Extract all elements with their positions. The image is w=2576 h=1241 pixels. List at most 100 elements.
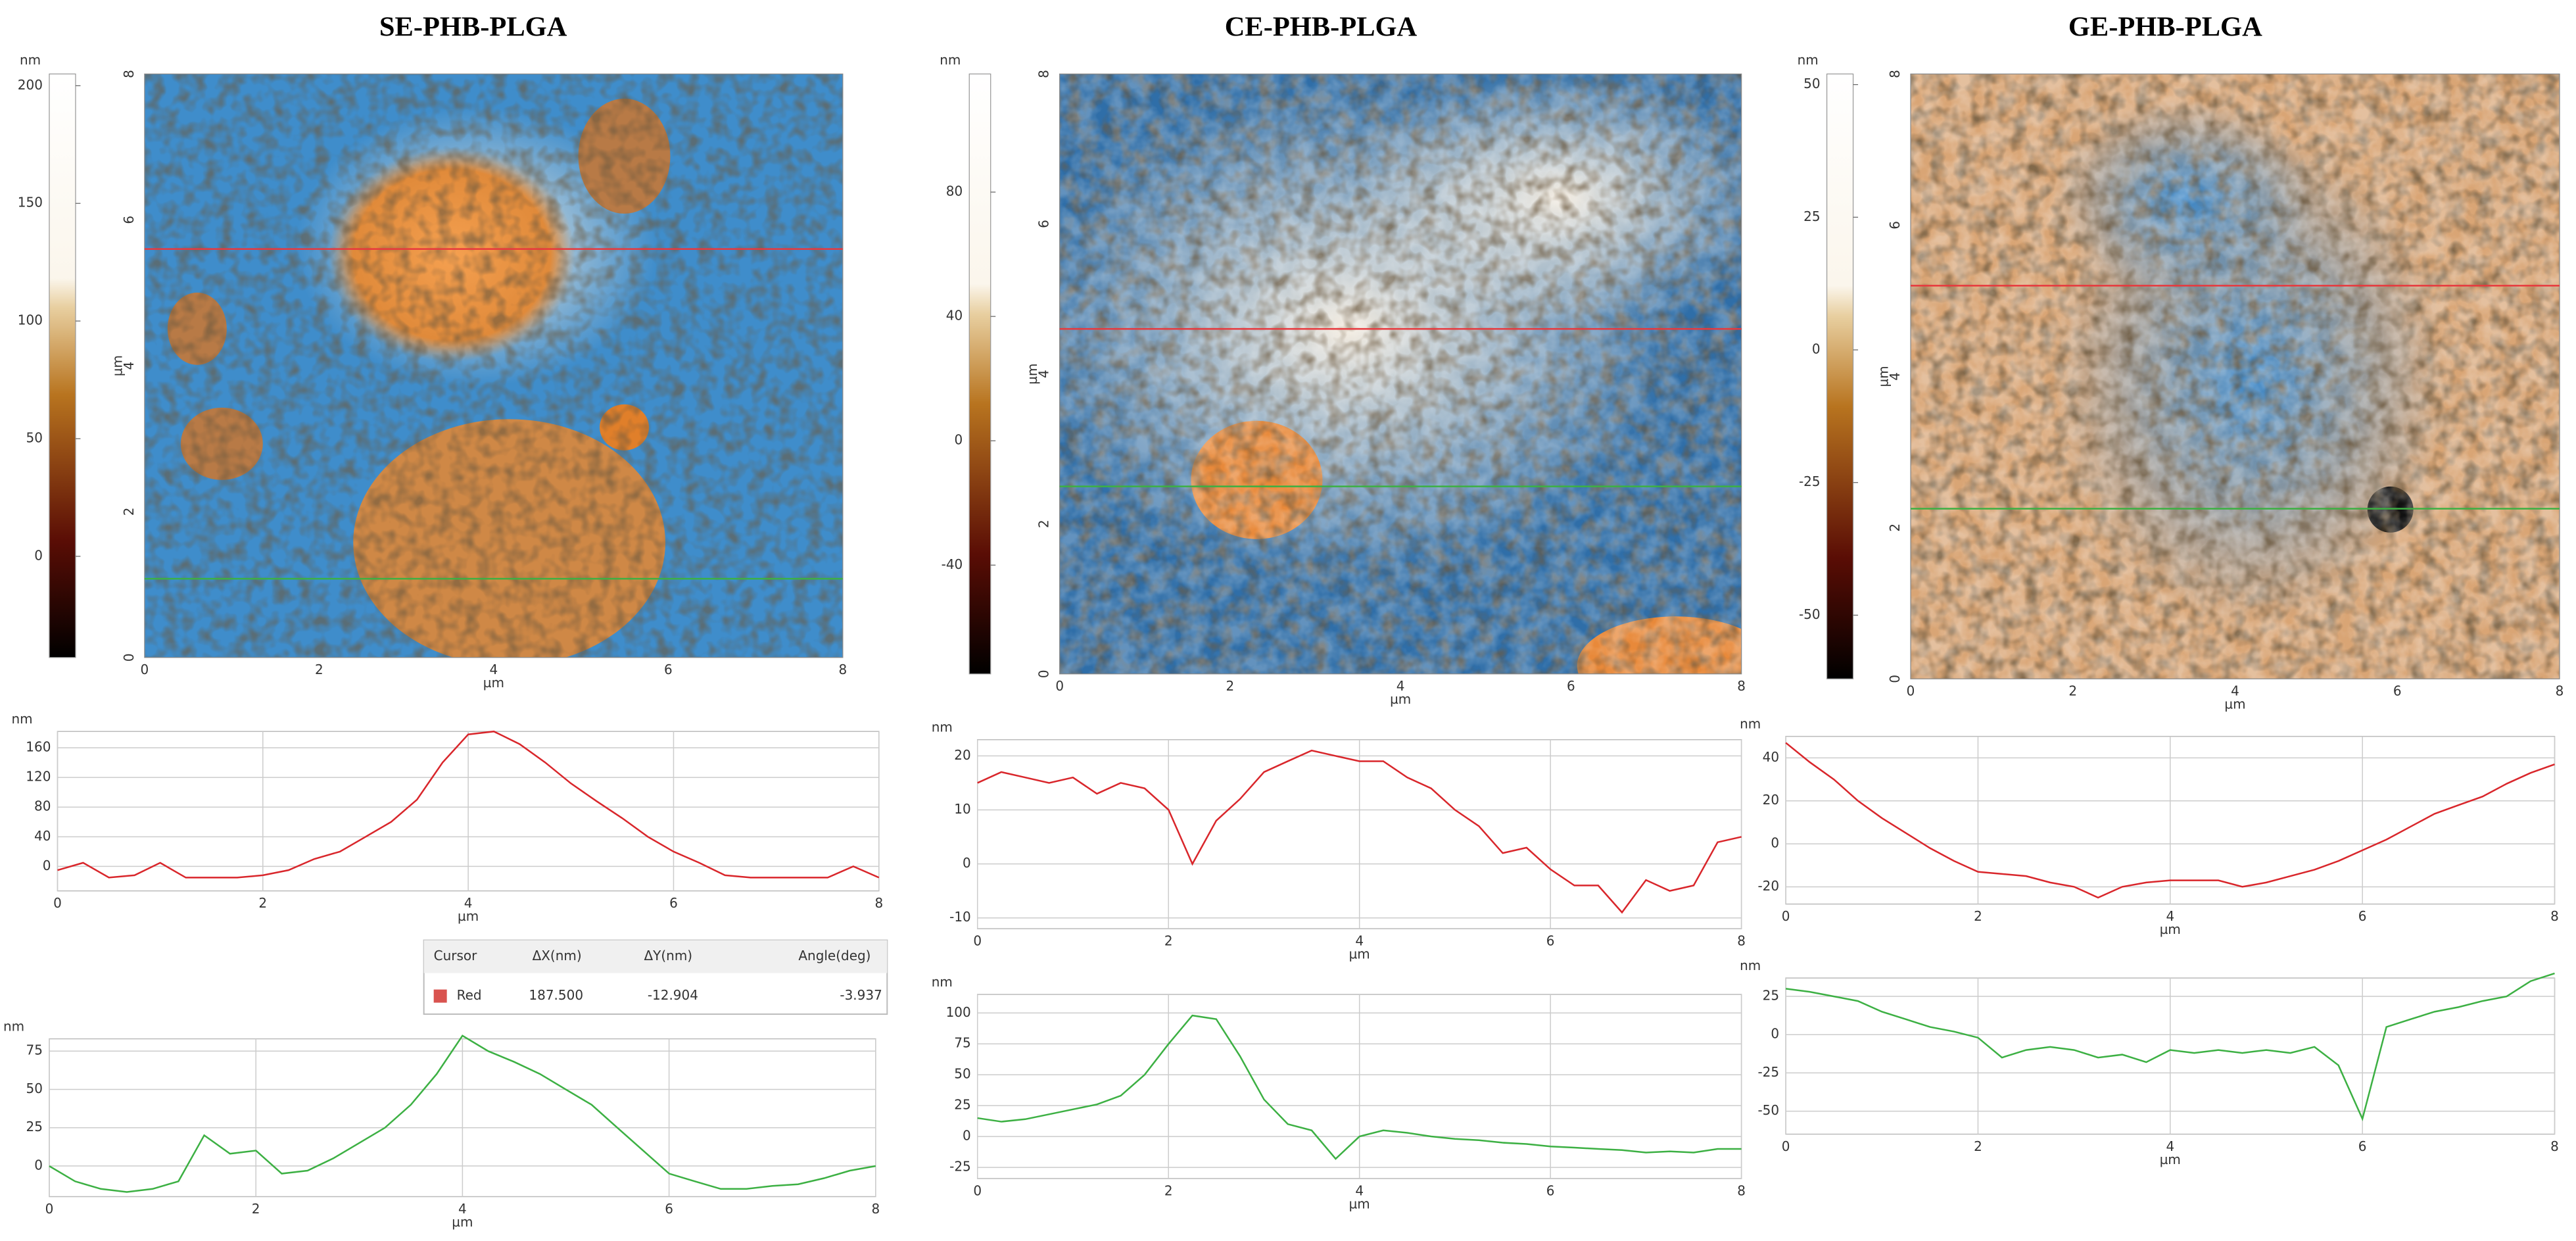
x-tick-label: 4 xyxy=(458,1201,467,1217)
colorbar-tick-label: 50 xyxy=(1803,76,1820,91)
y-axis-label: nm xyxy=(3,1019,24,1034)
y-tick-label: 0 xyxy=(1036,669,1052,678)
x-tick-label: 8 xyxy=(871,1201,880,1217)
afm-image xyxy=(1911,74,2560,679)
x-axis-label: µm xyxy=(2160,1152,2181,1167)
colorbar-tick-label: 0 xyxy=(955,432,963,448)
x-tick-label: 6 xyxy=(2358,908,2367,924)
y-tick-label: -20 xyxy=(1757,878,1779,894)
y-axis-label: nm xyxy=(11,711,32,727)
x-tick-label: 2 xyxy=(2068,683,2077,699)
y-tick-label: 0 xyxy=(34,1157,43,1173)
x-tick-label: 6 xyxy=(1546,1183,1555,1199)
profile-line xyxy=(57,730,880,879)
x-tick-label: 8 xyxy=(2556,683,2564,699)
colorbar-tick-label: 100 xyxy=(18,312,43,328)
colorbar-tick-label: -50 xyxy=(1799,606,1821,622)
colorbar-unit: nm xyxy=(1798,52,1819,68)
y-tick-label: 75 xyxy=(26,1042,43,1058)
x-tick-label: 2 xyxy=(1974,908,1982,924)
y-tick-label: 80 xyxy=(34,798,51,814)
y-tick-label: 120 xyxy=(26,769,51,785)
x-axis-label: µm xyxy=(452,1214,473,1230)
y-tick-label: 2 xyxy=(121,508,137,516)
x-tick-label: 0 xyxy=(1782,908,1790,924)
y-tick-label: 8 xyxy=(121,70,137,78)
x-tick-label: 2 xyxy=(1164,933,1173,949)
colorbar-tick-label: 40 xyxy=(946,308,963,324)
colorbar-tick-label: -25 xyxy=(1799,474,1821,489)
profile-line xyxy=(977,749,1742,914)
colorbar xyxy=(49,73,76,658)
x-tick-label: 8 xyxy=(1737,1183,1746,1199)
x-axis-label: µm xyxy=(458,908,479,924)
y-axis-label: nm xyxy=(932,719,953,735)
y-tick-label: 8 xyxy=(1887,70,1903,78)
profile-line xyxy=(1785,742,2555,899)
x-tick-label: 4 xyxy=(1355,1183,1364,1199)
y-tick-label: 2 xyxy=(1036,520,1052,528)
y-tick-label: 160 xyxy=(26,739,51,755)
image-frame xyxy=(1910,73,2560,679)
x-tick-label: 4 xyxy=(464,895,473,911)
y-tick-label: -50 xyxy=(1757,1102,1779,1118)
profile-line xyxy=(977,1014,1742,1160)
y-tick-label: 20 xyxy=(1763,792,1779,808)
y-axis-label: nm xyxy=(1740,958,1761,973)
table-cell: -3.937 xyxy=(840,987,882,1003)
x-tick-label: 2 xyxy=(315,662,323,677)
y-tick-label: 0 xyxy=(1771,1026,1779,1042)
x-tick-label: 0 xyxy=(1907,683,1915,699)
y-tick-label: 0 xyxy=(1771,835,1779,851)
colorbar-unit: nm xyxy=(940,52,961,68)
x-tick-label: 0 xyxy=(973,1183,982,1199)
x-axis-label: µm xyxy=(2160,921,2181,937)
x-tick-label: 6 xyxy=(1546,933,1555,949)
profile-line xyxy=(1785,972,2555,1122)
colorbar-tick-label: 25 xyxy=(1803,208,1820,224)
y-tick-label: 50 xyxy=(954,1066,970,1082)
y-tick-label: 4 xyxy=(121,362,137,370)
y-tick-label: 100 xyxy=(946,1004,971,1020)
x-tick-label: 8 xyxy=(838,662,847,677)
swatch xyxy=(433,989,447,1003)
y-axis-label: nm xyxy=(932,974,953,990)
x-tick-label: 2 xyxy=(258,895,267,911)
panel-title: GE-PHB-PLGA xyxy=(2068,12,2262,43)
y-tick-label: 6 xyxy=(1887,221,1903,230)
x-tick-label: 0 xyxy=(1055,678,1064,694)
x-tick-label: 4 xyxy=(1355,933,1364,949)
x-tick-label: 4 xyxy=(490,662,498,677)
y-tick-label: 6 xyxy=(121,216,137,224)
x-tick-label: 0 xyxy=(53,895,62,911)
x-tick-label: 2 xyxy=(1164,1183,1173,1199)
x-tick-label: 6 xyxy=(664,662,673,677)
x-tick-label: 8 xyxy=(1737,933,1746,949)
colorbar xyxy=(1826,73,1854,679)
colorbar-tick-label: 150 xyxy=(18,195,43,210)
y-tick-label: 4 xyxy=(1887,372,1903,381)
table-header: ΔY(nm) xyxy=(644,948,693,963)
x-tick-label: 2 xyxy=(252,1201,260,1217)
y-axis-label: µm xyxy=(1876,366,1892,387)
y-tick-label: 25 xyxy=(1763,988,1779,1004)
y-tick-label: 20 xyxy=(954,747,970,763)
x-tick-label: 8 xyxy=(2550,1138,2559,1154)
table-header: Angle(deg) xyxy=(798,948,871,963)
y-tick-label: -10 xyxy=(949,909,971,925)
x-tick-label: 0 xyxy=(973,933,982,949)
y-tick-label: 25 xyxy=(954,1097,970,1113)
colorbar-unit: nm xyxy=(20,52,41,68)
y-tick-label: 75 xyxy=(954,1035,970,1051)
colorbar-tick-label: 0 xyxy=(34,547,43,563)
x-axis-label: µm xyxy=(1390,691,1411,707)
y-axis-label: µm xyxy=(1024,364,1040,385)
x-tick-label: 0 xyxy=(141,662,149,677)
x-tick-label: 4 xyxy=(2166,1138,2174,1154)
y-tick-label: 8 xyxy=(1036,70,1052,78)
x-tick-label: 0 xyxy=(45,1201,54,1217)
y-axis-label: nm xyxy=(1740,716,1761,732)
colorbar xyxy=(968,73,991,675)
x-tick-label: 6 xyxy=(2358,1138,2367,1154)
